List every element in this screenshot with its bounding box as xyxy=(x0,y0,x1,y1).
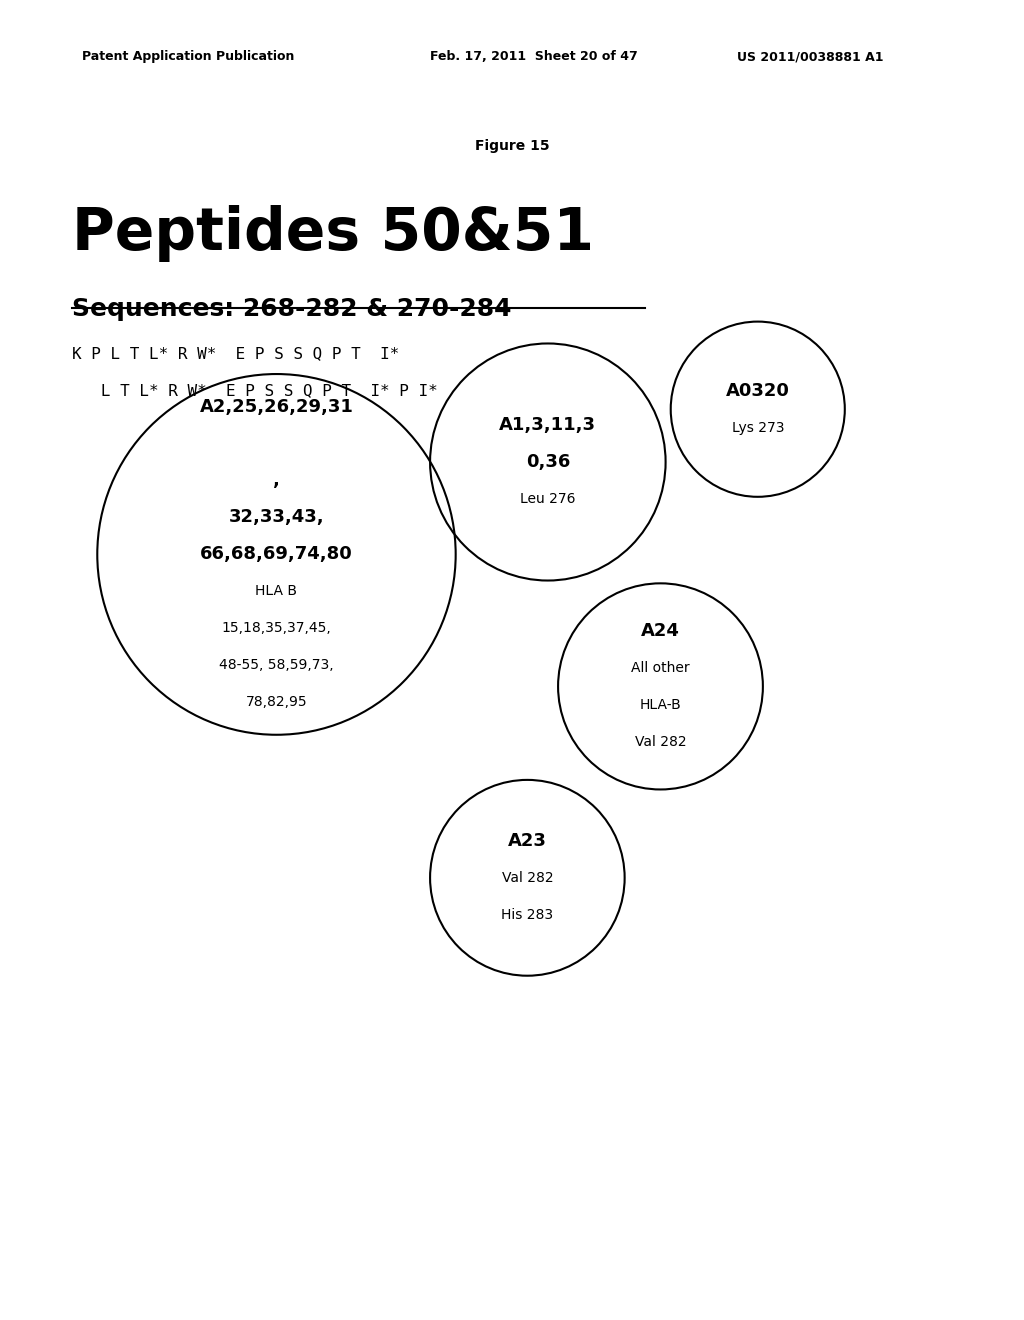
Text: Patent Application Publication: Patent Application Publication xyxy=(82,50,294,63)
Text: A2,25,26,29,31: A2,25,26,29,31 xyxy=(200,397,353,416)
Text: US 2011/0038881 A1: US 2011/0038881 A1 xyxy=(737,50,884,63)
Text: HLA B: HLA B xyxy=(255,585,298,598)
Text: Val 282: Val 282 xyxy=(635,735,686,748)
Text: Peptides 50&51: Peptides 50&51 xyxy=(72,205,594,261)
Text: A24: A24 xyxy=(641,622,680,640)
Text: A0320: A0320 xyxy=(726,381,790,400)
Text: HLA-B: HLA-B xyxy=(640,698,681,711)
Text: Sequences: 268-282 & 270-284: Sequences: 268-282 & 270-284 xyxy=(72,297,511,321)
Text: Lys 273: Lys 273 xyxy=(731,421,784,434)
Text: Figure 15: Figure 15 xyxy=(475,139,549,153)
Text: 32,33,43,: 32,33,43, xyxy=(228,508,325,527)
Text: Feb. 17, 2011  Sheet 20 of 47: Feb. 17, 2011 Sheet 20 of 47 xyxy=(430,50,638,63)
Text: Leu 276: Leu 276 xyxy=(520,492,575,506)
Text: A23: A23 xyxy=(508,832,547,850)
Text: Val 282: Val 282 xyxy=(502,871,553,884)
Text: 48-55, 58,59,73,: 48-55, 58,59,73, xyxy=(219,659,334,672)
Text: L T L* R W*  E P S S Q P T  I* P I*: L T L* R W* E P S S Q P T I* P I* xyxy=(72,383,437,397)
Text: ,: , xyxy=(273,471,280,490)
Text: 78,82,95: 78,82,95 xyxy=(246,696,307,709)
Text: K P L T L* R W*  E P S S Q P T  I*: K P L T L* R W* E P S S Q P T I* xyxy=(72,346,399,360)
Text: 15,18,35,37,45,: 15,18,35,37,45, xyxy=(221,622,332,635)
Text: His 283: His 283 xyxy=(502,908,553,921)
Text: 0,36: 0,36 xyxy=(525,453,570,471)
Text: All other: All other xyxy=(631,661,690,675)
Text: A1,3,11,3: A1,3,11,3 xyxy=(500,416,596,434)
Text: 66,68,69,74,80: 66,68,69,74,80 xyxy=(200,545,353,564)
